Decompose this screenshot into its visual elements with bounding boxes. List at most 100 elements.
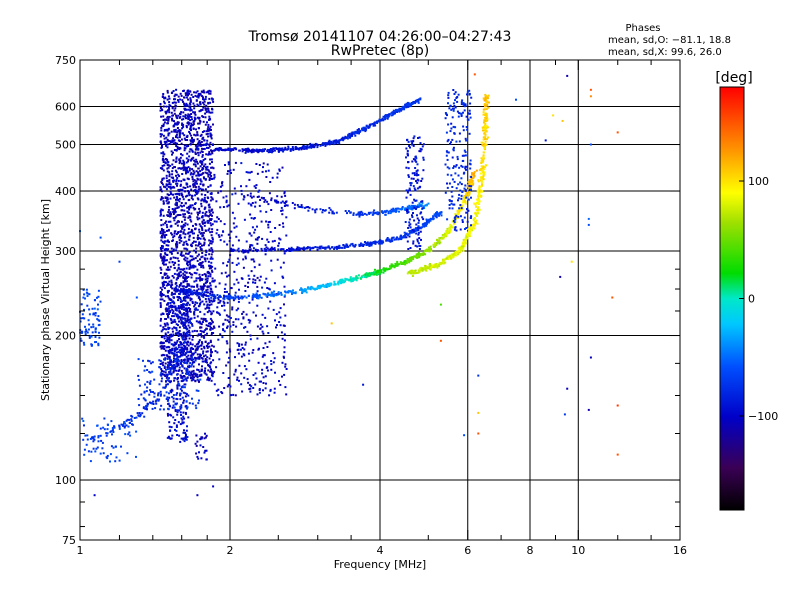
data-point	[173, 95, 176, 98]
data-point	[254, 372, 257, 375]
data-point	[170, 150, 173, 153]
data-point	[262, 197, 265, 199]
data-point	[204, 340, 207, 343]
data-point	[429, 218, 432, 221]
data-point	[440, 214, 443, 217]
data-point	[480, 162, 483, 164]
data-point	[159, 363, 162, 365]
data-point	[172, 211, 175, 214]
data-point	[301, 292, 304, 294]
data-point	[200, 370, 203, 372]
data-point	[180, 94, 183, 97]
data-point	[302, 289, 305, 292]
data-point	[226, 326, 228, 329]
data-point	[203, 177, 206, 180]
data-point	[185, 312, 188, 315]
data-point	[206, 128, 209, 131]
data-point	[277, 248, 280, 251]
data-point	[254, 238, 257, 241]
data-point	[195, 180, 198, 183]
data-point	[203, 103, 206, 106]
data-point	[200, 226, 203, 229]
data-point	[183, 323, 186, 326]
data-point	[366, 272, 369, 275]
data-point	[468, 179, 471, 181]
data-point	[173, 98, 175, 101]
data-point	[199, 178, 202, 181]
data-point	[187, 158, 190, 161]
data-point	[192, 266, 195, 269]
data-point	[299, 206, 302, 208]
data-point	[234, 294, 237, 297]
data-point	[391, 114, 394, 117]
data-point	[198, 140, 201, 142]
data-point	[189, 349, 192, 352]
data-point	[187, 341, 189, 344]
data-point	[171, 327, 174, 330]
data-point	[172, 185, 175, 188]
data-point	[333, 248, 336, 250]
data-point	[185, 393, 188, 396]
data-point	[174, 288, 177, 290]
data-point	[337, 283, 340, 286]
data-point	[301, 289, 304, 292]
data-point	[208, 179, 211, 181]
data-point	[209, 362, 212, 365]
data-point	[237, 281, 240, 284]
data-point	[328, 207, 331, 209]
data-point	[190, 134, 193, 137]
data-point	[251, 244, 254, 247]
data-point	[244, 290, 247, 292]
data-point	[240, 189, 243, 192]
data-point	[244, 284, 247, 287]
data-point	[200, 205, 203, 208]
data-point	[189, 216, 192, 219]
data-point	[175, 93, 178, 96]
data-point	[177, 192, 180, 195]
data-point	[282, 150, 285, 153]
data-point	[283, 346, 286, 349]
data-point	[202, 189, 205, 192]
data-point	[178, 220, 180, 223]
data-point	[174, 98, 177, 101]
data-point	[227, 298, 230, 301]
data-point	[484, 133, 487, 136]
data-point	[321, 285, 324, 288]
data-point	[223, 297, 226, 300]
data-point	[163, 354, 166, 357]
data-point	[170, 339, 173, 342]
data-point	[209, 257, 212, 260]
data-point	[182, 331, 185, 334]
data-point	[165, 118, 168, 121]
data-point	[187, 291, 190, 294]
data-point	[167, 326, 170, 329]
data-point	[175, 354, 177, 357]
data-point	[281, 166, 284, 169]
data-point	[167, 355, 170, 358]
data-point	[188, 288, 191, 291]
data-point	[207, 275, 210, 278]
data-point	[208, 145, 211, 148]
data-point	[282, 324, 285, 327]
data-point	[302, 145, 305, 147]
data-point	[170, 281, 173, 284]
data-point	[208, 162, 211, 165]
data-point	[470, 177, 473, 180]
data-point	[247, 281, 250, 284]
data-point	[161, 95, 164, 98]
data-point	[173, 120, 175, 123]
data-point	[211, 111, 214, 114]
data-point	[262, 354, 265, 357]
data-point	[210, 158, 213, 161]
data-point	[181, 162, 183, 165]
data-point	[182, 317, 185, 320]
data-point	[241, 312, 244, 315]
data-point	[177, 167, 180, 170]
data-point	[400, 208, 403, 211]
data-point	[306, 144, 309, 147]
data-point	[166, 180, 169, 183]
data-point	[291, 293, 293, 295]
data-point	[189, 99, 192, 102]
data-point	[204, 275, 207, 278]
data-point	[188, 102, 191, 105]
